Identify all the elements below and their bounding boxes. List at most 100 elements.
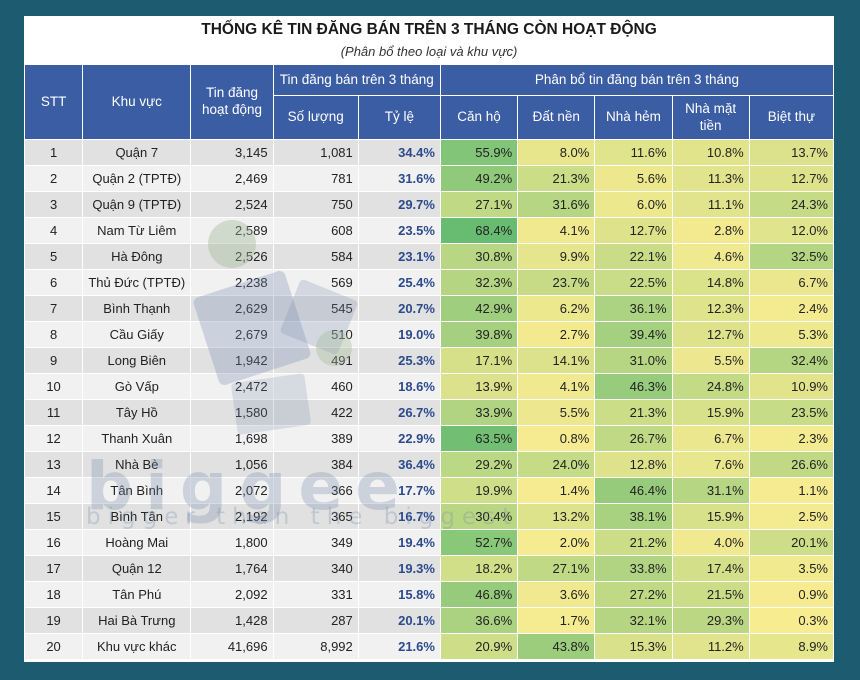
header-apartment: Căn hộ <box>439 95 519 140</box>
cell-count: 1,081 <box>272 139 359 166</box>
table-row: 6 Thủ Đức (TPTĐ) 2,238 569 25.4% 32.3% 23.7% 22… <box>24 269 834 296</box>
header-active-listings: Tin đăng hoạt động <box>190 64 274 140</box>
cell-villa: 10.9% <box>748 373 834 400</box>
cell-rate: 23.1% <box>357 243 441 270</box>
cell-stt: 17 <box>24 555 84 582</box>
cell-apartment: 17.1% <box>439 347 519 374</box>
table-subtitle: (Phân bổ theo loại và khu vực) <box>340 44 518 59</box>
cell-area: Thủ Đức (TPTĐ) <box>82 269 192 296</box>
cell-area: Nhà Bè <box>82 451 192 478</box>
cell-villa: 6.7% <box>748 269 834 296</box>
cell-villa: 2.4% <box>748 295 834 322</box>
table-row: 19 Hai Bà Trưng 1,428 287 20.1% 36.6% 1.7% 32.1… <box>24 607 834 634</box>
table-row: 5 Hà Đông 2,526 584 23.1% 30.8% 9.9% 22.1% 4.6% 3… <box>24 243 834 270</box>
cell-count: 365 <box>272 503 359 530</box>
cell-alley-house: 46.4% <box>594 477 673 504</box>
cell-stt: 18 <box>24 581 84 608</box>
cell-rate: 23.5% <box>357 217 441 244</box>
table-row: 7 Bình Thạnh 2,629 545 20.7% 42.9% 6.2% 36.1% 12… <box>24 295 834 322</box>
table-row: 13 Nhà Bè 1,056 384 36.4% 29.2% 24.0% 12.8% 7.6%… <box>24 451 834 478</box>
table-row: 11 Tây Hồ 1,580 422 26.7% 33.9% 5.5% 21.3% 15.9%… <box>24 399 834 426</box>
cell-land: 27.1% <box>517 555 596 582</box>
cell-rate: 21.6% <box>357 633 441 660</box>
cell-rate: 22.9% <box>357 425 441 452</box>
cell-alley-house: 6.0% <box>594 191 673 218</box>
cell-land: 24.0% <box>517 451 596 478</box>
cell-active-listings: 3,145 <box>190 139 274 166</box>
cell-active-listings: 2,679 <box>190 321 274 348</box>
cell-area: Tân Phú <box>82 581 192 608</box>
cell-area: Hai Bà Trưng <box>82 607 192 634</box>
cell-land: 2.0% <box>517 529 596 556</box>
cell-frontage-house: 4.0% <box>671 529 750 556</box>
cell-alley-house: 32.1% <box>594 607 673 634</box>
header-group-over-3-months: Tin đăng bán trên 3 tháng <box>272 64 441 96</box>
cell-frontage-house: 17.4% <box>671 555 750 582</box>
cell-villa: 5.3% <box>748 321 834 348</box>
cell-active-listings: 2,524 <box>190 191 274 218</box>
cell-alley-house: 5.6% <box>594 165 673 192</box>
cell-area: Hà Đông <box>82 243 192 270</box>
cell-apartment: 39.8% <box>439 321 519 348</box>
cell-area: Gò Vấp <box>82 373 192 400</box>
cell-active-listings: 2,589 <box>190 217 274 244</box>
cell-land: 21.3% <box>517 165 596 192</box>
cell-alley-house: 27.2% <box>594 581 673 608</box>
cell-alley-house: 21.3% <box>594 399 673 426</box>
cell-land: 2.7% <box>517 321 596 348</box>
cell-active-listings: 1,764 <box>190 555 274 582</box>
cell-frontage-house: 24.8% <box>671 373 750 400</box>
cell-rate: 31.6% <box>357 165 441 192</box>
cell-count: 750 <box>272 191 359 218</box>
cell-rate: 19.0% <box>357 321 441 348</box>
cell-rate: 19.3% <box>357 555 441 582</box>
cell-land: 31.6% <box>517 191 596 218</box>
cell-active-listings: 2,629 <box>190 295 274 322</box>
cell-apartment: 52.7% <box>439 529 519 556</box>
cell-stt: 12 <box>24 425 84 452</box>
cell-land: 4.1% <box>517 373 596 400</box>
cell-land: 1.7% <box>517 607 596 634</box>
cell-count: 608 <box>272 217 359 244</box>
cell-count: 349 <box>272 529 359 556</box>
header-area: Khu vực <box>82 64 192 140</box>
cell-stt: 2 <box>24 165 84 192</box>
table-row: 8 Cầu Giấy 2,679 510 19.0% 39.8% 2.7% 39.4% 12.7… <box>24 321 834 348</box>
cell-land: 14.1% <box>517 347 596 374</box>
cell-active-listings: 2,238 <box>190 269 274 296</box>
cell-area: Hoàng Mai <box>82 529 192 556</box>
cell-rate: 19.4% <box>357 529 441 556</box>
cell-apartment: 30.8% <box>439 243 519 270</box>
table-row: 12 Thanh Xuân 1,698 389 22.9% 63.5% 0.8% 26.7% 6… <box>24 425 834 452</box>
cell-rate: 20.7% <box>357 295 441 322</box>
cell-frontage-house: 21.5% <box>671 581 750 608</box>
cell-apartment: 49.2% <box>439 165 519 192</box>
listing-statistics-table: STT Khu vực Tin đăng hoạt động Tin đăng … <box>24 64 834 660</box>
cell-villa: 20.1% <box>748 529 834 556</box>
cell-active-listings: 2,092 <box>190 581 274 608</box>
cell-area: Quận 12 <box>82 555 192 582</box>
cell-stt: 11 <box>24 399 84 426</box>
table-row: 10 Gò Vấp 2,472 460 18.6% 13.9% 4.1% 46.3% 24.8%… <box>24 373 834 400</box>
cell-active-listings: 2,192 <box>190 503 274 530</box>
cell-area: Khu vực khác <box>82 633 192 660</box>
cell-count: 781 <box>272 165 359 192</box>
table-row: 9 Long Biên 1,942 491 25.3% 17.1% 14.1% 31.0% 5.… <box>24 347 834 374</box>
cell-frontage-house: 5.5% <box>671 347 750 374</box>
cell-alley-house: 12.7% <box>594 217 673 244</box>
cell-villa: 2.5% <box>748 503 834 530</box>
table-row: 18 Tân Phú 2,092 331 15.8% 46.8% 3.6% 27.2% 21.5… <box>24 581 834 608</box>
cell-area: Tân Bình <box>82 477 192 504</box>
cell-alley-house: 31.0% <box>594 347 673 374</box>
cell-villa: 13.7% <box>748 139 834 166</box>
header-stt: STT <box>24 64 84 140</box>
header-group-distribution: Phân bổ tin đăng bán trên 3 tháng <box>439 64 834 96</box>
cell-apartment: 30.4% <box>439 503 519 530</box>
cell-rate: 20.1% <box>357 607 441 634</box>
table-row: 4 Nam Từ Liêm 2,589 608 23.5% 68.4% 4.1% 12.7% 2… <box>24 217 834 244</box>
cell-land: 0.8% <box>517 425 596 452</box>
cell-rate: 16.7% <box>357 503 441 530</box>
cell-active-listings: 41,696 <box>190 633 274 660</box>
cell-alley-house: 36.1% <box>594 295 673 322</box>
cell-villa: 24.3% <box>748 191 834 218</box>
